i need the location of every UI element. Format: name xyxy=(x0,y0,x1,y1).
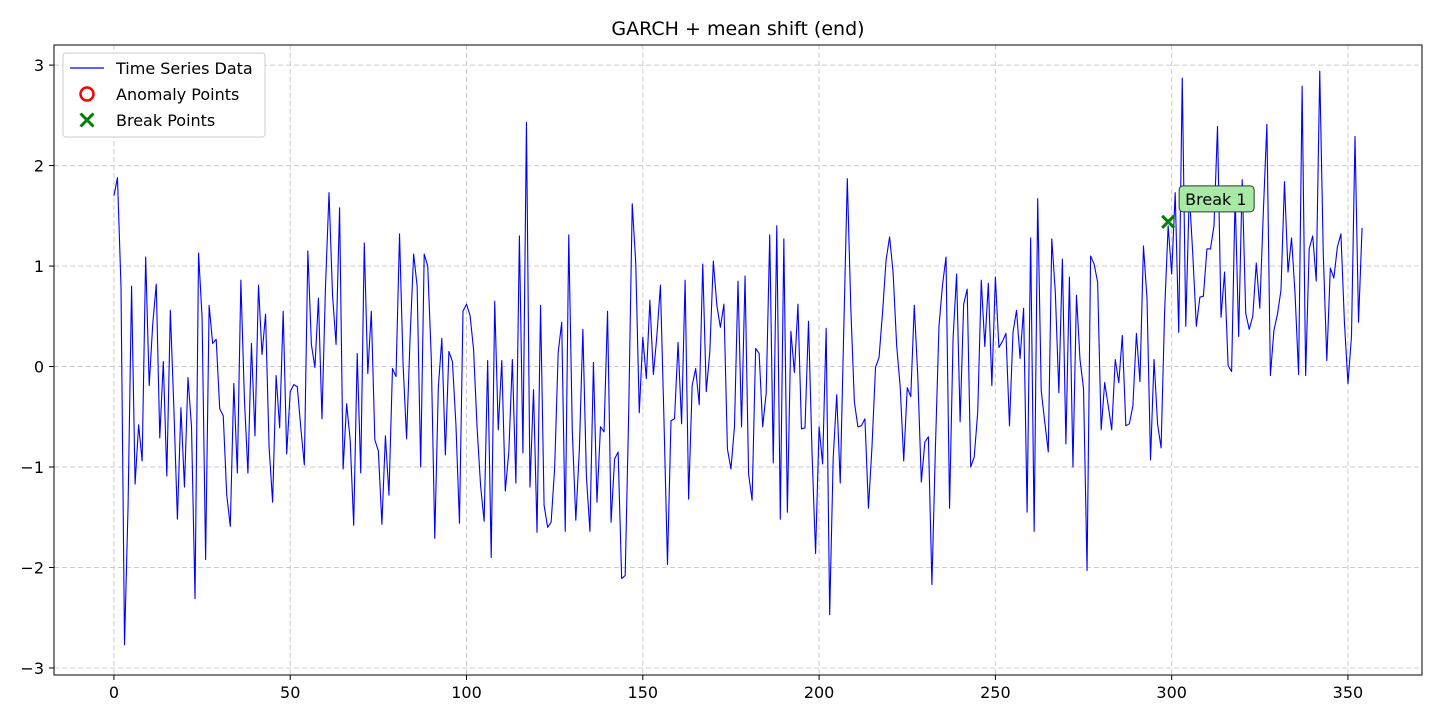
break-point-marker xyxy=(1161,214,1176,229)
plot-frame xyxy=(53,44,1423,676)
x-tick-label: 250 xyxy=(980,683,1011,702)
x-tick-label: 50 xyxy=(280,683,300,702)
x-tick-label: 0 xyxy=(109,683,119,702)
y-tick-label: −2 xyxy=(20,558,44,577)
series-layer xyxy=(113,70,1363,646)
y-tick-label: 0 xyxy=(34,358,44,377)
legend-x-icon xyxy=(79,112,95,128)
marker-layer: Break 1 xyxy=(1161,185,1255,229)
y-tick-label: 3 xyxy=(34,56,44,75)
axis-ticks: 0 50 100 150 200 250 300 350 −3 −2 −1 0 1 2 3 xyxy=(20,56,1363,702)
grid xyxy=(54,45,1422,675)
y-tick-label: −3 xyxy=(20,659,44,678)
x-tick-label: 350 xyxy=(1333,683,1364,702)
legend-label: Anomaly Points xyxy=(116,85,239,104)
chart-title: GARCH + mean shift (end) xyxy=(611,18,864,40)
legend: Time Series Data Anomaly Points Break Poin… xyxy=(62,52,266,138)
legend-label: Time Series Data xyxy=(115,59,253,78)
x-tick-label: 200 xyxy=(804,683,835,702)
y-tick-label: 1 xyxy=(34,257,44,276)
legend-box xyxy=(62,52,266,138)
y-tick-label: 2 xyxy=(34,157,44,176)
break-annotation-box xyxy=(1178,185,1255,213)
y-tick-label: −1 xyxy=(20,458,44,477)
break-annotation-label: Break 1 xyxy=(1185,190,1246,209)
legend-circle-icon xyxy=(79,86,95,102)
series-line xyxy=(113,70,1363,646)
x-tick-label: 300 xyxy=(1156,683,1187,702)
x-tick-label: 100 xyxy=(451,683,482,702)
legend-label: Break Points xyxy=(116,111,215,130)
x-tick-label: 150 xyxy=(628,683,659,702)
